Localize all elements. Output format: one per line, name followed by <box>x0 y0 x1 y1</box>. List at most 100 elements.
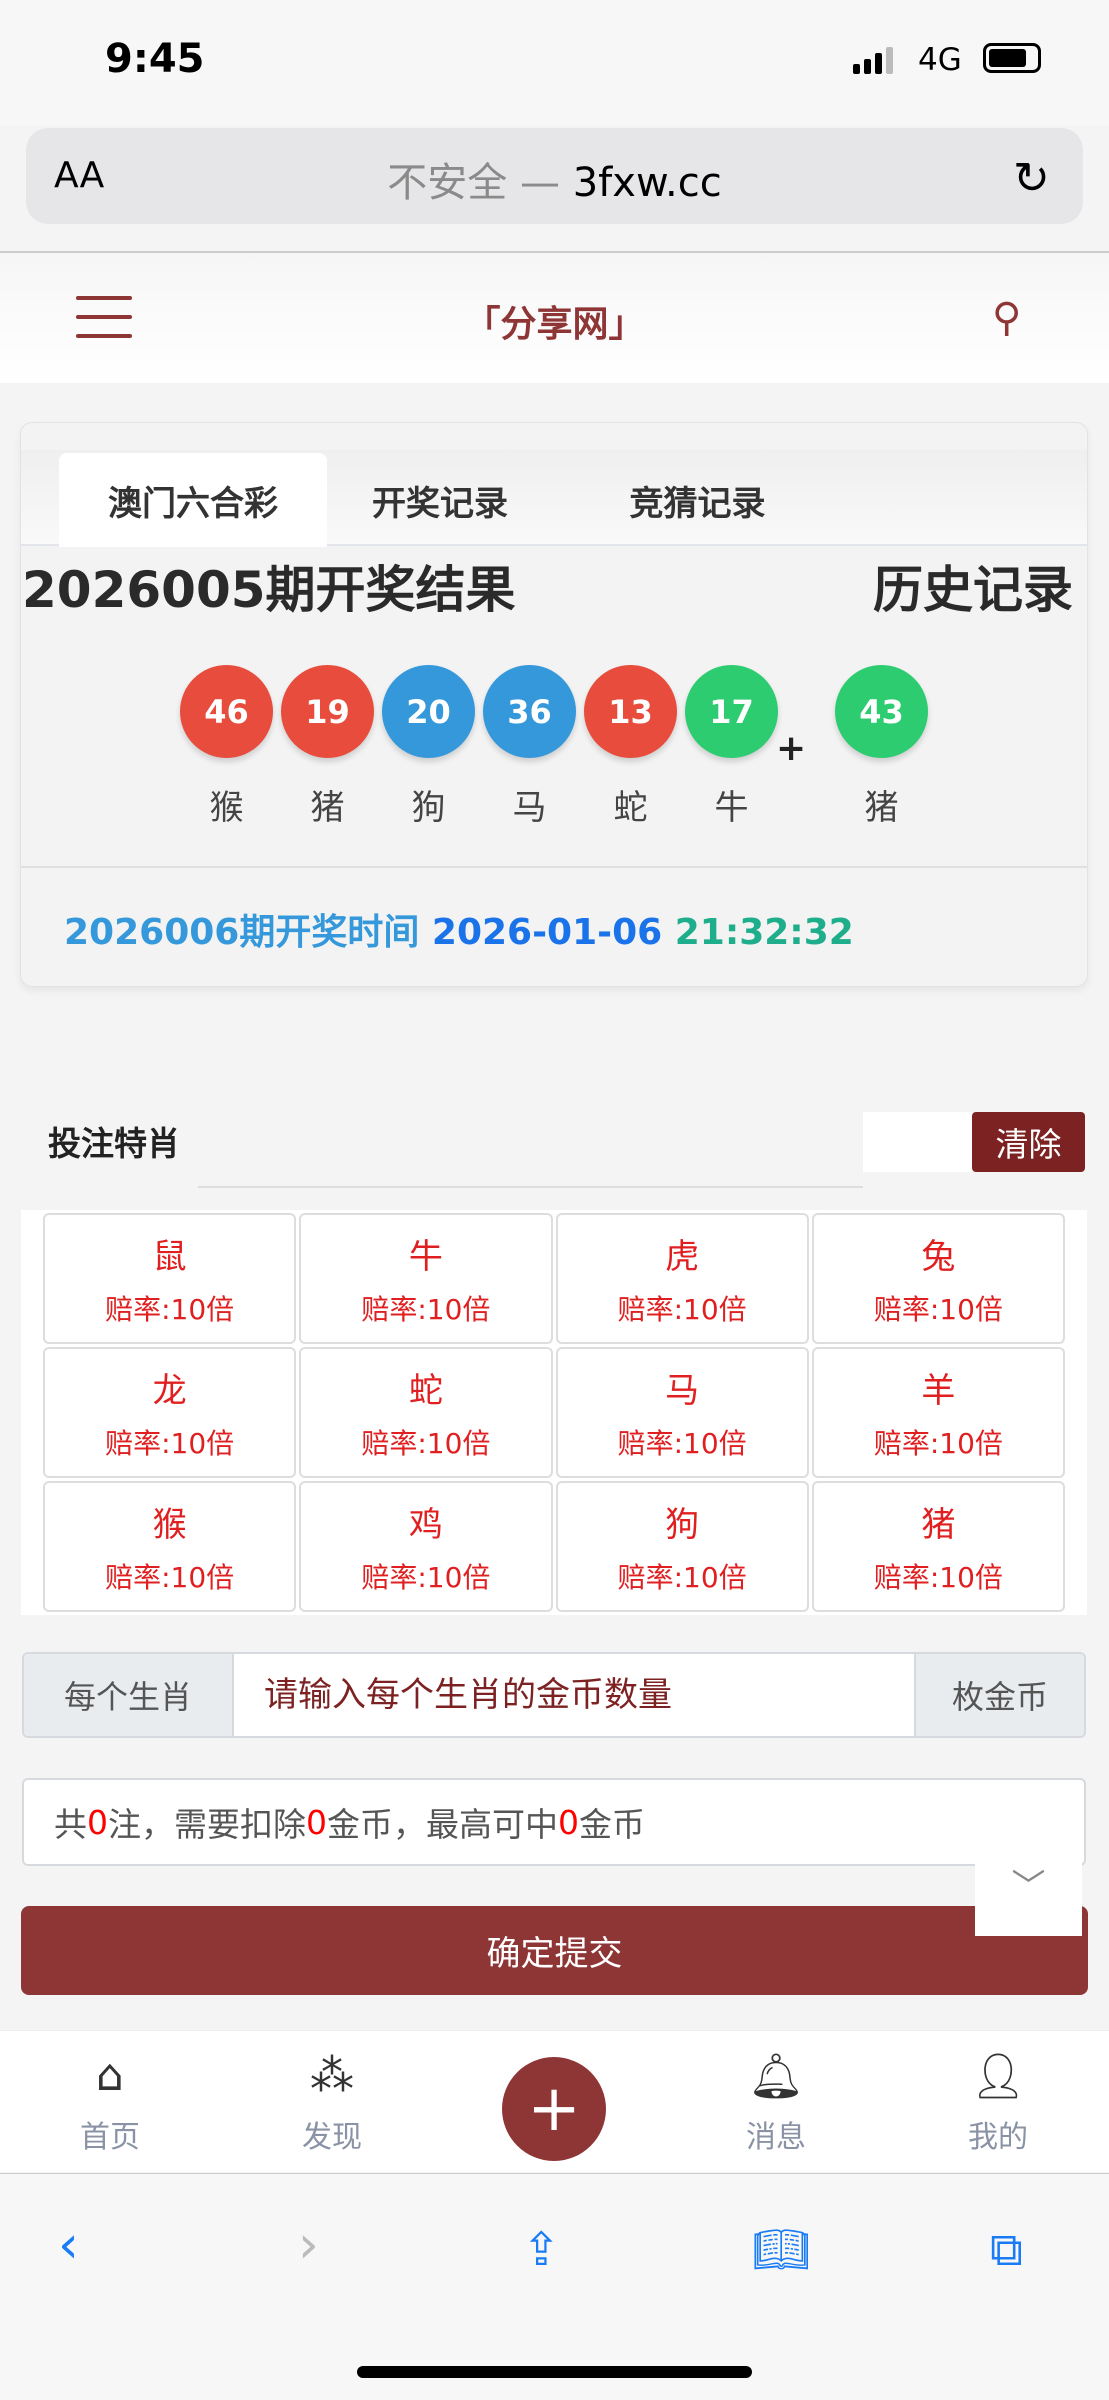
lottery-ball: 20 <box>382 665 475 758</box>
nav-messages[interactable]: 🔔︎ 消息 <box>716 2050 836 2156</box>
bookmarks-icon[interactable]: 📖︎ <box>752 2222 811 2276</box>
zodiac-option[interactable]: 牛赔率:10倍 <box>299 1213 553 1344</box>
lottery-ball: 19 <box>281 665 374 758</box>
result-title: 2026005期开奖结果 <box>22 561 516 619</box>
zodiac-grid: 鼠赔率:10倍牛赔率:10倍虎赔率:10倍兔赔率:10倍龙赔率:10倍蛇赔率:1… <box>21 1210 1087 1615</box>
scroll-down-button[interactable]: ﹀ <box>975 1830 1082 1936</box>
zodiac-odds: 赔率:10倍 <box>873 1427 1003 1460</box>
battery-icon <box>983 43 1041 73</box>
zodiac-name: 蛇 <box>408 1371 443 1411</box>
zodiac-name: 猴 <box>152 1505 187 1545</box>
zodiac-option[interactable]: 猴赔率:10倍 <box>43 1481 297 1612</box>
tabs-icon[interactable]: ⧉ <box>990 2222 1023 2276</box>
summary-text: 金币，最高可中 <box>327 1805 558 1844</box>
ball-zodiac: 狗 <box>411 788 446 828</box>
ball-zodiac: 猪 <box>310 788 345 828</box>
nav-profile[interactable]: 👤︎ 我的 <box>938 2050 1058 2156</box>
zodiac-name: 虎 <box>665 1237 700 1277</box>
divider <box>198 1186 863 1188</box>
browser-toolbar <box>0 2173 1109 2400</box>
zodiac-odds: 赔率:10倍 <box>361 1293 491 1326</box>
zodiac-option[interactable]: 兔赔率:10倍 <box>811 1213 1065 1344</box>
bet-cost: 0 <box>306 1802 327 1842</box>
zodiac-option[interactable]: 鼠赔率:10倍 <box>43 1213 297 1344</box>
divider <box>0 251 1109 253</box>
zodiac-name: 鼠 <box>152 1237 187 1277</box>
search-icon[interactable]: ⚲ <box>992 295 1022 341</box>
domain: 3fxw.cc <box>572 160 722 206</box>
bet-count: 0 <box>87 1802 108 1842</box>
zodiac-name: 狗 <box>665 1505 700 1545</box>
separator: — <box>520 160 561 206</box>
status-bar <box>0 0 1109 125</box>
input-suffix: 枚金币 <box>914 1654 1084 1736</box>
zodiac-name: 牛 <box>408 1237 443 1277</box>
bet-label: 投注特肖 <box>48 1124 180 1163</box>
zodiac-name: 羊 <box>921 1371 956 1411</box>
ball-zodiac: 牛 <box>714 788 749 828</box>
nav-label: 我的 <box>968 2120 1028 2155</box>
zodiac-odds: 赔率:10倍 <box>105 1561 235 1594</box>
submit-button[interactable]: 确定提交 <box>21 1906 1088 1995</box>
zodiac-option[interactable]: 鸡赔率:10倍 <box>299 1481 553 1612</box>
chevron-down-icon: ﹀ <box>1011 1866 1046 1907</box>
ball-zodiac: 马 <box>512 788 547 828</box>
plus-sign: + <box>776 728 807 769</box>
zodiac-option[interactable]: 蛇赔率:10倍 <box>299 1347 553 1478</box>
lottery-ball: 46 <box>180 665 273 758</box>
zodiac-name: 马 <box>665 1371 700 1411</box>
next-draw-label: 2026006期开奖时间 <box>64 912 420 953</box>
zodiac-odds: 赔率:10倍 <box>873 1561 1003 1594</box>
nav-discover[interactable]: ⁂ 发现 <box>272 2050 392 2156</box>
clear-button[interactable]: 清除 <box>972 1112 1085 1172</box>
zodiac-odds: 赔率:10倍 <box>105 1293 235 1326</box>
bell-icon: 🔔︎ <box>748 2051 804 2102</box>
lottery-ball: 13 <box>584 665 677 758</box>
zodiac-odds: 赔率:10倍 <box>361 1561 491 1594</box>
zodiac-name: 鸡 <box>408 1505 443 1545</box>
summary-text: 注，需要扣除 <box>108 1805 306 1844</box>
zodiac-odds: 赔率:10倍 <box>617 1427 747 1460</box>
tab-draw-records[interactable]: 开奖记录 <box>372 483 508 524</box>
next-draw-clock: 21:32:32 <box>674 912 854 953</box>
zodiac-odds: 赔率:10倍 <box>617 1561 747 1594</box>
tab-guess-records[interactable]: 竞猜记录 <box>629 483 766 524</box>
clock: 9:45 <box>105 36 205 82</box>
zodiac-option[interactable]: 羊赔率:10倍 <box>811 1347 1065 1478</box>
history-link[interactable]: 历史记录 <box>873 561 1073 619</box>
home-indicator <box>357 2366 752 2378</box>
ball-zodiac: 猪 <box>864 788 899 828</box>
address-bar[interactable] <box>26 128 1083 224</box>
url-text[interactable]: 不安全 — 3fxw.cc <box>0 150 1109 208</box>
add-button[interactable]: + <box>502 2057 606 2161</box>
zodiac-option[interactable]: 马赔率:10倍 <box>555 1347 809 1478</box>
zodiac-name: 猪 <box>921 1505 956 1545</box>
text-size-button[interactable]: AA <box>54 155 105 196</box>
share-icon[interactable]: ⇪ <box>522 2222 561 2276</box>
lottery-ball: 36 <box>483 665 576 758</box>
zodiac-name: 兔 <box>921 1237 956 1277</box>
site-header <box>0 253 1109 383</box>
input-prefix: 每个生肖 <box>24 1654 234 1736</box>
nav-home[interactable]: ⌂ 首页 <box>50 2050 170 2156</box>
zodiac-option[interactable]: 龙赔率:10倍 <box>43 1347 297 1478</box>
tab-macau-lottery[interactable]: 澳门六合彩 <box>59 453 327 547</box>
lottery-ball: 17 <box>685 665 778 758</box>
zodiac-option[interactable]: 狗赔率:10倍 <box>555 1481 809 1612</box>
zodiac-option[interactable]: 猪赔率:10倍 <box>811 1481 1065 1612</box>
back-icon[interactable]: ‹ <box>58 2215 79 2275</box>
menu-icon[interactable] <box>76 296 132 338</box>
spacer <box>863 1112 973 1172</box>
lottery-ball: 43 <box>835 665 928 758</box>
reload-icon[interactable]: ↻ <box>1013 153 1050 204</box>
forward-icon[interactable]: › <box>298 2215 319 2275</box>
zodiac-odds: 赔率:10倍 <box>617 1293 747 1326</box>
site-brand: 「分享网」 <box>464 304 645 345</box>
zodiac-odds: 赔率:10倍 <box>873 1293 1003 1326</box>
zodiac-odds: 赔率:10倍 <box>361 1427 491 1460</box>
zodiac-option[interactable]: 虎赔率:10倍 <box>555 1213 809 1344</box>
signal-icon <box>853 44 893 74</box>
max-win: 0 <box>558 1802 579 1842</box>
amount-input[interactable] <box>234 1654 914 1736</box>
insecure-label: 不安全 <box>387 160 508 206</box>
